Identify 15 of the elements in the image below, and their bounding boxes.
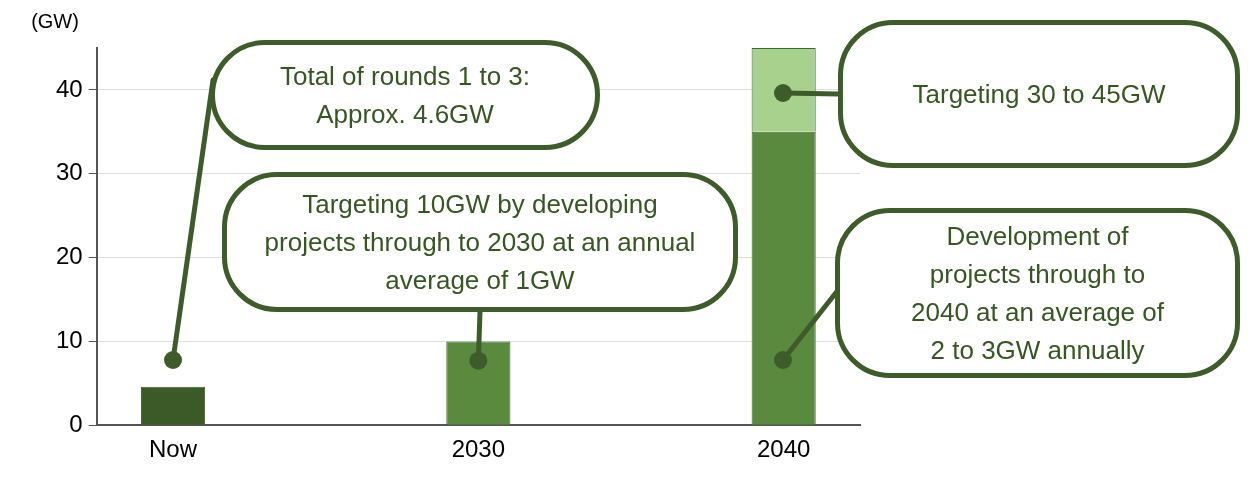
annotation: Total of rounds 1 to 3: Approx. 4.6GW: [278, 60, 531, 131]
x-tick-label: Now: [149, 435, 198, 463]
callout-bubble: Targeting 10GW by developing projects through to 2030 at an annual average of 1GW: [222, 172, 738, 312]
annotation: Targeting 10GW by developing projects through to 2030 at an annual average of 1GW: [263, 188, 697, 297]
y-tick-label: 20: [55, 242, 83, 270]
callout-bubble: Total of rounds 1 to 3: Approx. 4.6GW: [210, 40, 600, 150]
y-tick-label: 10: [55, 326, 83, 353]
x-tick-label: 2030: [451, 435, 506, 463]
y-tick-label: 0: [69, 409, 83, 437]
y-axis-title: (GW): [31, 9, 79, 32]
x-tick-label: 2040: [756, 435, 811, 463]
callout-bubble: Targeting 30 to 45GW: [838, 20, 1240, 168]
y-tick-label: 30: [55, 158, 83, 186]
callout-bubble: Development of projects through to 2040 at an average of 2 to 3GW annually: [835, 208, 1240, 378]
y-tick-label: 40: [55, 74, 83, 102]
